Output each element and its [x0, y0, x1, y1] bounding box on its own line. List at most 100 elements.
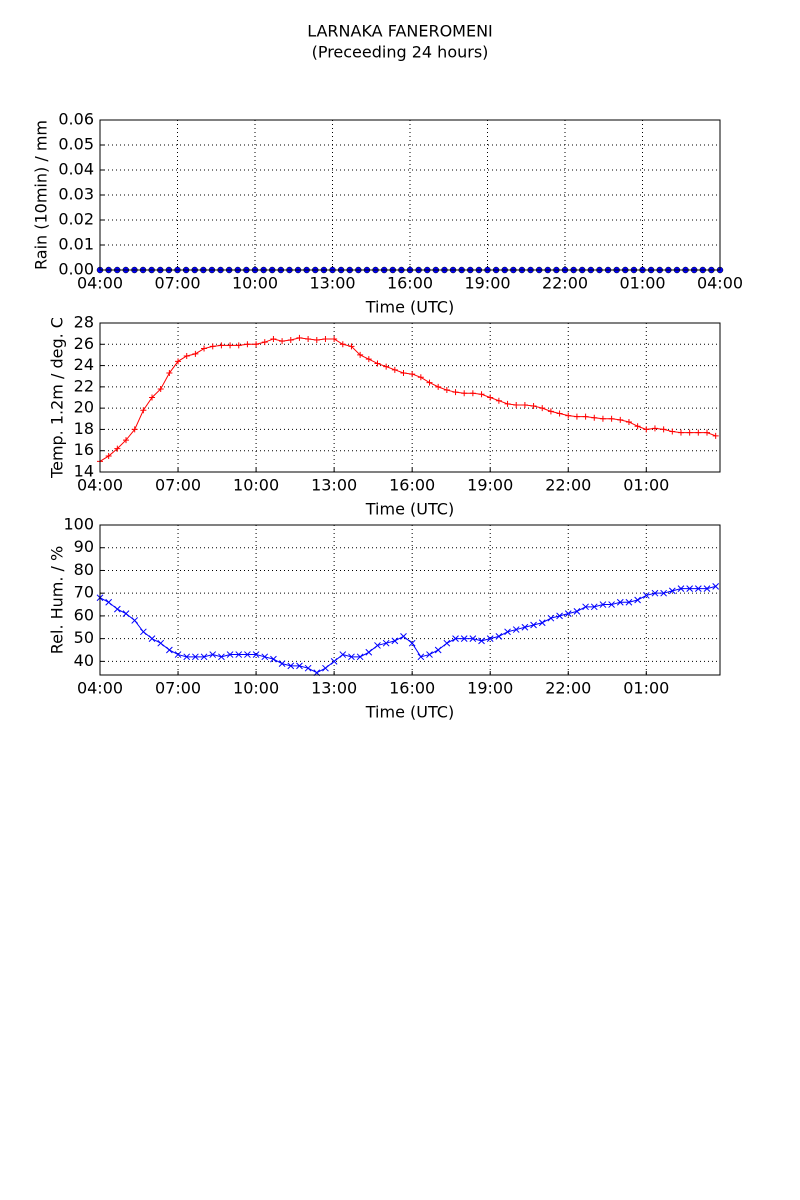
marker: [651, 589, 659, 597]
axes-frame: [99, 524, 721, 676]
marker: [253, 341, 260, 348]
x-tick-label: 04:00: [77, 274, 123, 293]
marker: [330, 658, 338, 665]
marker: [530, 403, 537, 410]
marker: [209, 343, 216, 350]
marker: [148, 635, 156, 642]
y-tick-label: 0.02: [58, 210, 94, 229]
marker: [374, 360, 381, 367]
marker: [218, 342, 225, 349]
marker: [435, 383, 442, 390]
y-axis-label: Rel. Hum. / %: [48, 546, 67, 654]
marker: [686, 429, 693, 436]
marker: [339, 651, 347, 658]
marker: [608, 601, 615, 608]
marker: [677, 585, 685, 592]
marker: [461, 390, 468, 397]
marker: [278, 660, 286, 667]
marker: [400, 370, 407, 377]
marker: [573, 608, 581, 615]
marker: [227, 342, 234, 349]
marker: [296, 334, 303, 341]
marker: [261, 653, 269, 661]
marker: [703, 585, 711, 592]
marker: [409, 371, 416, 378]
marker: [105, 453, 112, 460]
marker: [305, 335, 312, 342]
marker: [357, 351, 364, 358]
marker: [356, 653, 364, 661]
marker: [478, 637, 485, 645]
x-tick-label: 10:00: [232, 274, 278, 293]
marker: [166, 646, 173, 654]
marker: [712, 432, 719, 439]
marker: [443, 387, 450, 394]
y-tick-label: 90: [74, 537, 94, 556]
series: [97, 334, 719, 465]
marker: [617, 416, 624, 423]
x-tick-label: 22:00: [542, 274, 588, 293]
marker: [235, 651, 243, 658]
x-tick-label: 10:00: [233, 476, 279, 495]
marker: [599, 415, 606, 422]
marker: [287, 337, 294, 344]
marker: [452, 389, 459, 396]
marker: [504, 400, 511, 407]
marker: [348, 343, 355, 350]
marker: [634, 596, 641, 604]
marker: [166, 370, 173, 377]
marker: [573, 413, 580, 420]
marker: [469, 390, 476, 397]
marker: [643, 426, 650, 433]
y-tick-label: 28: [74, 313, 94, 332]
y-tick-label: 26: [74, 334, 94, 353]
marker: [192, 653, 199, 661]
x-tick-label: 04:00: [697, 274, 743, 293]
marker: [564, 610, 572, 617]
x-tick-label: 01:00: [619, 274, 665, 293]
marker: [287, 662, 295, 670]
marker: [131, 426, 138, 433]
marker: [244, 341, 251, 348]
marker: [460, 635, 468, 642]
marker: [209, 651, 217, 658]
y-tick-label: 0.06: [58, 110, 94, 129]
x-tick-label: 07:00: [155, 679, 201, 698]
marker: [495, 633, 503, 640]
marker: [140, 628, 147, 636]
y-tick-label: 20: [74, 398, 94, 417]
marker: [113, 605, 121, 613]
marker: [487, 394, 494, 401]
y-tick-label: 70: [74, 583, 94, 602]
y-tick-label: 0.01: [58, 235, 94, 254]
marker: [521, 401, 528, 408]
marker: [590, 603, 598, 611]
marker: [712, 583, 720, 590]
marker: [331, 335, 338, 342]
marker: [677, 429, 684, 436]
marker: [261, 339, 268, 346]
marker: [183, 352, 190, 359]
y-tick-label: 50: [74, 628, 94, 647]
marker: [556, 410, 563, 417]
marker: [244, 651, 251, 658]
marker: [434, 646, 442, 654]
marker: [660, 426, 667, 433]
x-axis-label: Time (UTC): [365, 298, 454, 317]
marker: [591, 414, 598, 421]
marker: [313, 337, 320, 344]
marker: [486, 635, 494, 642]
marker: [513, 401, 520, 408]
x-tick-label: 19:00: [464, 274, 510, 293]
marker: [538, 619, 546, 627]
marker: [608, 415, 615, 422]
marker: [651, 425, 658, 432]
marker: [365, 648, 373, 656]
x-tick-label: 13:00: [309, 274, 355, 293]
axes-frame: [99, 322, 721, 473]
y-tick-label: 14: [74, 462, 94, 481]
marker: [478, 391, 485, 398]
marker: [539, 405, 546, 412]
x-tick-label: 13:00: [311, 679, 357, 698]
